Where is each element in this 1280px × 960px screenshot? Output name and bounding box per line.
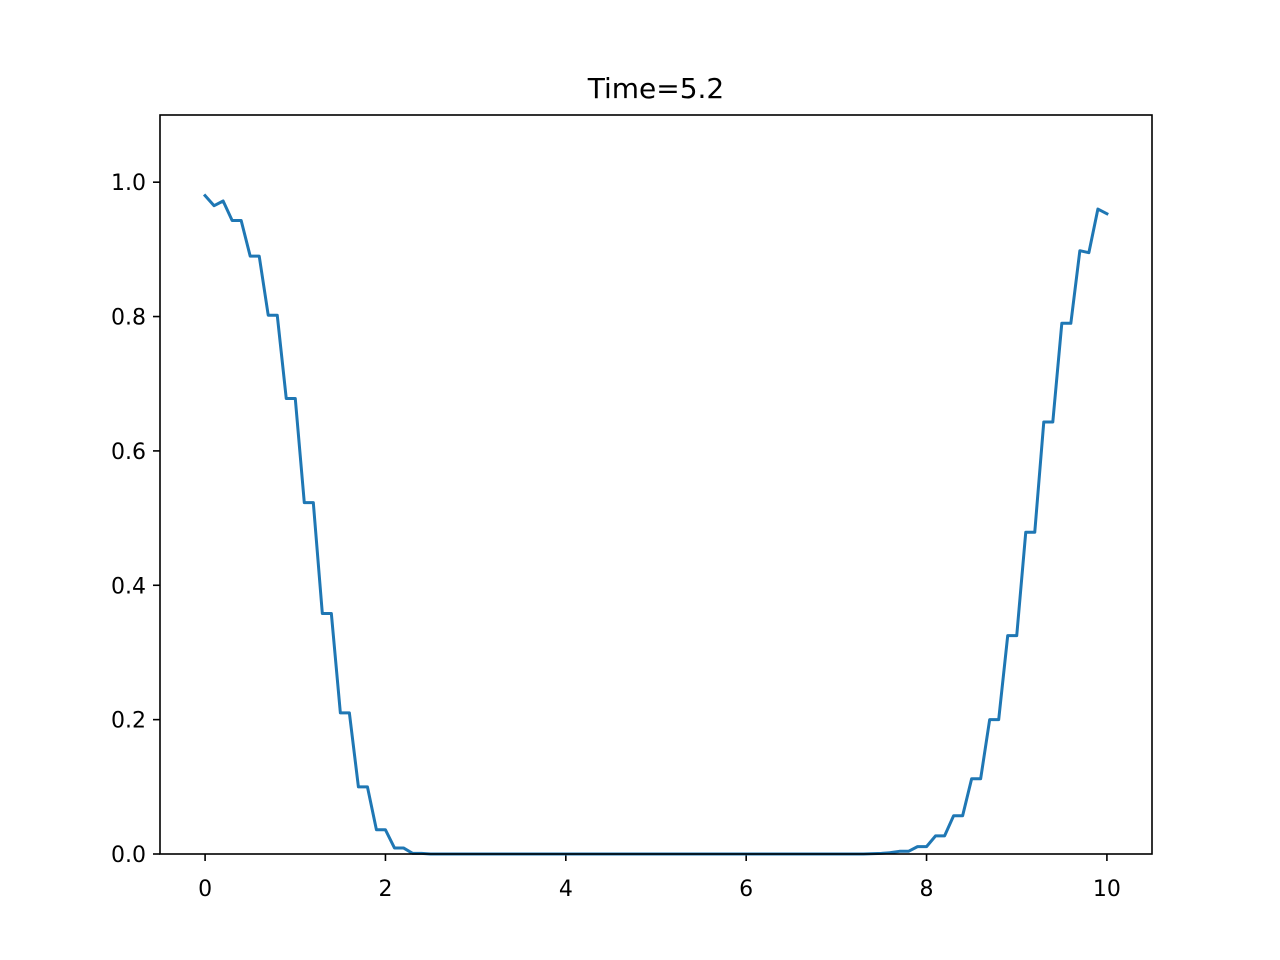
y-tick-label: 0.6 xyxy=(111,440,146,465)
x-tick-label: 8 xyxy=(920,877,934,902)
chart-title: Time=5.2 xyxy=(587,72,725,105)
y-tick-label: 1.0 xyxy=(111,171,146,196)
x-tick-label: 2 xyxy=(378,877,392,902)
x-axis: 0 2 4 6 8 10 xyxy=(198,854,1121,902)
y-tick-label: 0.4 xyxy=(111,574,146,599)
y-tick-label: 0.2 xyxy=(111,709,146,734)
y-tick-label: 0.8 xyxy=(111,306,146,331)
y-axis: 0.0 0.2 0.4 0.6 0.8 1.0 xyxy=(111,171,160,868)
axes-frame xyxy=(159,114,1153,855)
x-tick-label: 4 xyxy=(559,877,573,902)
x-tick-label: 10 xyxy=(1093,877,1121,902)
x-tick-label: 0 xyxy=(198,877,212,902)
x-tick-label: 6 xyxy=(739,877,753,902)
y-tick-label: 0.0 xyxy=(111,843,146,868)
